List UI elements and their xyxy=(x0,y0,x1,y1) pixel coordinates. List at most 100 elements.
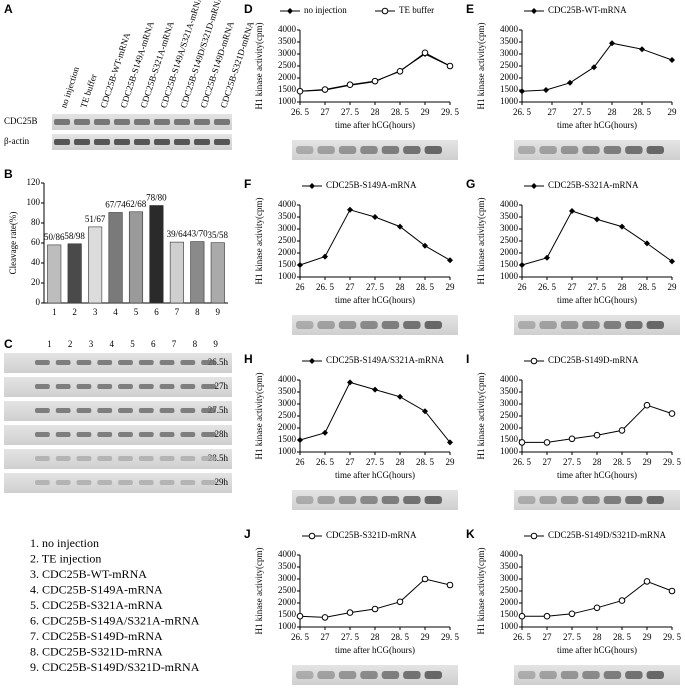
blot-band xyxy=(134,119,150,125)
blot-band xyxy=(180,360,196,365)
y-tick-label: 1500 xyxy=(500,609,519,619)
marker xyxy=(567,79,573,86)
blot-strip xyxy=(4,449,232,469)
blot-band xyxy=(625,496,643,504)
y-tick-label: 2500 xyxy=(500,60,519,70)
value-label: 62/68 xyxy=(126,199,147,209)
blot-band xyxy=(317,321,335,329)
y-tick-label: 1000 xyxy=(278,271,297,281)
y-axis-label: H1 kinase activity(cpm) xyxy=(254,198,264,285)
y-tick-label: 1500 xyxy=(278,609,297,619)
legend-marker xyxy=(287,8,293,14)
marker xyxy=(396,598,404,606)
x-tick-label: 26. 5 xyxy=(513,457,532,467)
lane-number: 6 xyxy=(151,339,156,349)
key-item: 2. TE injection xyxy=(30,551,101,565)
blot-strip xyxy=(4,401,232,421)
y-axis-label: Cleavage rate(%) xyxy=(8,212,18,275)
blot-band xyxy=(625,671,643,679)
marker xyxy=(346,81,354,89)
blot-band xyxy=(118,360,133,365)
y-tick-label: 0 xyxy=(36,297,41,307)
panel-letter: F xyxy=(244,177,251,191)
y-tick-label: 1000 xyxy=(500,621,519,631)
y-tick-label: 4000 xyxy=(278,199,297,209)
row-label: β-actin xyxy=(4,136,30,146)
bar xyxy=(67,243,82,304)
x-tick-label: 28. 5 xyxy=(613,632,632,642)
y-tick-label: 3000 xyxy=(500,573,519,583)
blot-band xyxy=(518,146,536,154)
blot-band xyxy=(296,496,314,504)
y-tick-label: 3000 xyxy=(278,573,297,583)
marker xyxy=(347,206,353,213)
value-label: 78/80 xyxy=(146,193,167,203)
blot-band xyxy=(539,671,557,679)
y-tick-label: 1000 xyxy=(278,96,297,106)
blot-band xyxy=(317,146,335,154)
legend-label: CDC25B-S149D/S321D-mRNA xyxy=(548,530,667,540)
blot-band xyxy=(138,408,154,413)
y-tick-label: 3500 xyxy=(500,386,519,396)
blot-strip xyxy=(4,377,232,397)
marker xyxy=(397,393,403,400)
x-tick-label: 28. 5 xyxy=(416,457,435,467)
x-tick-label: 28. 5 xyxy=(391,632,410,642)
lane-label: no injection xyxy=(58,65,81,109)
x-axis-label: time after hCG(hours) xyxy=(335,470,415,480)
x-axis-label: time after hCG(hours) xyxy=(335,295,415,305)
y-tick-label: 100 xyxy=(27,197,41,207)
legend-marker xyxy=(308,532,316,540)
marker xyxy=(321,614,329,621)
value-label: 67/74 xyxy=(105,200,126,210)
panel-letter: A xyxy=(4,2,13,16)
row-label: 27h xyxy=(215,381,229,391)
y-axis-label: H1 kinase activity(cpm) xyxy=(254,548,264,635)
x-axis-label: time after hCG(hours) xyxy=(557,295,637,305)
marker xyxy=(297,262,303,268)
blot-band xyxy=(154,139,170,145)
x-tick-label: 29 xyxy=(446,457,456,467)
marker xyxy=(421,49,429,57)
blot-band xyxy=(55,432,71,437)
x-tick-label: 27 xyxy=(543,632,553,642)
x-tick-label: 29 xyxy=(446,282,456,292)
key-item: 9. CDC25B-S149D/S321D-mRNA xyxy=(30,660,200,674)
panel-letter: H xyxy=(244,352,253,366)
blot-band xyxy=(134,139,150,145)
blot-band xyxy=(159,456,175,461)
key-item: 3. CDC25B-WT-mRNA xyxy=(30,567,147,581)
blot-band xyxy=(381,146,400,154)
blot-band xyxy=(194,119,210,125)
y-tick-label: 2000 xyxy=(278,422,297,432)
x-axis-label: time after hCG(hours) xyxy=(557,470,637,480)
blot-band xyxy=(55,384,71,389)
x-tick-label: 28. 5 xyxy=(391,107,410,117)
blot-band xyxy=(338,321,357,329)
marker xyxy=(668,587,676,595)
blot-band xyxy=(381,496,400,504)
x-tick-label: 26. 5 xyxy=(513,107,532,117)
key-item: 8. CDC25B-S321D-mRNA xyxy=(30,644,163,658)
y-tick-label: 3500 xyxy=(278,211,297,221)
x-tick-label: 28 xyxy=(396,282,406,292)
y-tick-label: 3500 xyxy=(500,36,519,46)
y-tick-label: 1000 xyxy=(500,446,519,456)
blot-band xyxy=(118,432,133,437)
x-axis-label: time after hCG(hours) xyxy=(557,120,637,130)
blot-band xyxy=(74,119,90,125)
marker xyxy=(519,262,525,268)
x-tick-label: 28 xyxy=(396,457,406,467)
blot-band xyxy=(159,360,175,365)
blot-band xyxy=(646,496,664,504)
x-tick-label: 27 xyxy=(568,282,578,292)
row-label: 28.5h xyxy=(208,453,229,463)
panel-letter: G xyxy=(466,177,475,191)
x-tick-label: 27. 5 xyxy=(341,632,360,642)
marker xyxy=(422,408,428,415)
lane-number: 1 xyxy=(47,339,52,349)
blot-band xyxy=(35,480,50,485)
y-tick-label: 2000 xyxy=(500,422,519,432)
marker xyxy=(619,223,625,230)
x-tick-label: 8 xyxy=(195,307,200,317)
